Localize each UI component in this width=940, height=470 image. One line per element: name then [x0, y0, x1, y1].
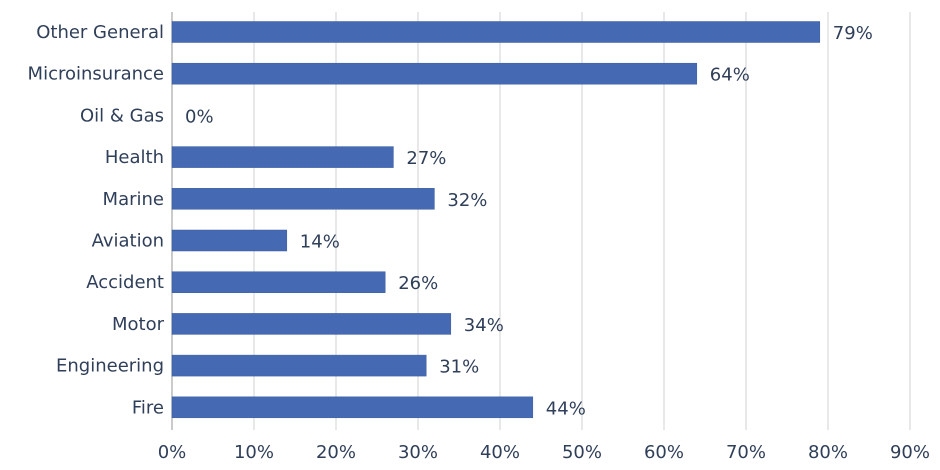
bar-accident	[171, 271, 386, 293]
bar-aviation	[171, 229, 288, 252]
x-tick-label: 0%	[158, 442, 187, 463]
bar-microinsurance	[171, 62, 698, 85]
bar-marine	[171, 188, 435, 210]
category-label: Other General	[36, 22, 164, 43]
x-tick-label: 90%	[890, 442, 930, 463]
category-label: Oil & Gas	[80, 105, 164, 126]
data-label: 26%	[398, 273, 438, 294]
x-tick-label: 60%	[644, 442, 684, 463]
x-tick-label: 70%	[726, 442, 766, 463]
data-label: 31%	[439, 357, 479, 378]
x-tick-label: 40%	[480, 442, 520, 463]
data-label: 64%	[710, 65, 750, 86]
bar-motor	[171, 313, 452, 335]
bar-engineering	[171, 354, 427, 377]
category-label: Fire	[132, 397, 164, 418]
category-label: Marine	[103, 189, 164, 210]
category-label: Microinsurance	[28, 64, 164, 85]
data-label: 34%	[464, 315, 504, 336]
x-tick-label: 30%	[398, 442, 438, 463]
data-label: 32%	[447, 190, 487, 211]
x-tick-label: 20%	[316, 442, 356, 463]
bars	[171, 21, 821, 419]
category-label: Aviation	[92, 231, 164, 252]
bar-other-general	[171, 21, 821, 43]
x-tick-label: 50%	[562, 442, 602, 463]
category-label: Motor	[112, 314, 165, 335]
x-tick-label: 10%	[234, 442, 274, 463]
labels: 0% 10% 20% 30% 40% 50% 60% 70% 80% 90% Other Gener…	[28, 22, 930, 463]
data-label: 14%	[300, 232, 340, 253]
category-label: Accident	[86, 272, 164, 293]
bar-health	[171, 146, 394, 168]
data-label: 27%	[406, 148, 446, 169]
data-label: 44%	[546, 398, 586, 419]
bar-fire	[171, 396, 534, 419]
x-tick-label: 80%	[808, 442, 848, 463]
data-label: 79%	[833, 23, 873, 44]
category-label: Health	[105, 147, 164, 168]
category-label: Engineering	[56, 356, 164, 377]
data-label: 0%	[185, 106, 214, 127]
